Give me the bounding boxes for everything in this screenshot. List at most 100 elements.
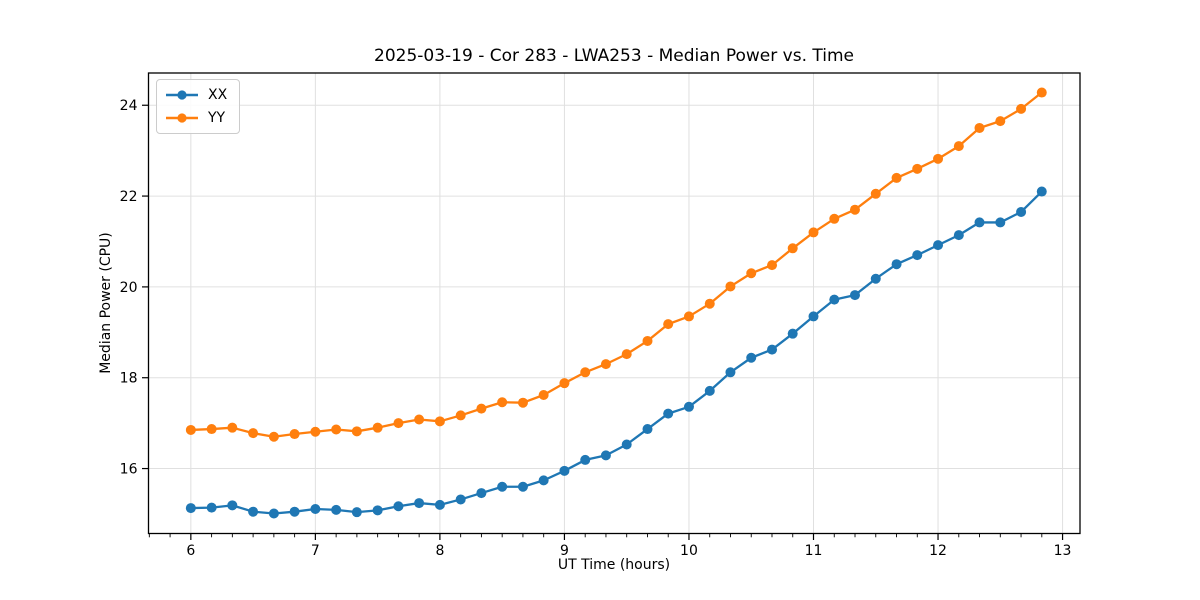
series-yy-point: [870, 188, 881, 199]
axes-spines: [147, 72, 1081, 535]
series-xx-point: [974, 217, 985, 228]
series-yy-point: [580, 367, 591, 378]
series-xx-point: [600, 450, 611, 461]
series-yy-point: [953, 141, 964, 152]
line-marker-icon: [166, 113, 198, 123]
series-yy-point: [351, 426, 362, 437]
x-tick-label: 9: [560, 543, 569, 559]
x-tick-label: 7: [311, 543, 320, 559]
series-xx-point: [767, 344, 778, 355]
series-yy-point: [185, 424, 196, 435]
series-yy-point: [538, 389, 549, 400]
x-tick-label: 6: [186, 543, 195, 559]
x-tick-label: 12: [929, 543, 947, 559]
series-xx-point: [476, 488, 487, 499]
series-yy-point: [704, 298, 715, 309]
series-xx-point: [351, 507, 362, 518]
series-yy-point: [414, 414, 425, 425]
series-yy-point: [600, 359, 611, 370]
series-xx-point: [206, 502, 217, 513]
series-yy-line: [190, 91, 1043, 438]
series-yy-point: [891, 172, 902, 183]
series-xx-point: [663, 408, 674, 419]
y-tick-label: 22: [120, 189, 138, 205]
series-yy-point: [476, 403, 487, 414]
legend-entry-xx: XX: [165, 84, 227, 106]
series-xx-point: [725, 367, 736, 378]
series-yy-point: [683, 311, 694, 322]
series-yy-point: [746, 268, 757, 279]
series-yy-point: [455, 410, 466, 421]
x-tick-label: 10: [680, 543, 698, 559]
series-yy-point: [663, 319, 674, 330]
series-yy-point: [372, 422, 383, 433]
series-yy-point: [829, 213, 840, 224]
series-xx-point: [372, 505, 383, 516]
series-xx-point: [642, 424, 653, 435]
series-xx-point: [268, 508, 279, 519]
series-yy-point: [434, 416, 445, 427]
y-tick-label: 18: [120, 371, 138, 387]
series-xx-point: [995, 217, 1006, 228]
series-yy-point: [767, 260, 778, 271]
series-yy-point: [559, 378, 570, 389]
series-yy-point: [808, 227, 819, 238]
series-xx-point: [787, 328, 798, 339]
series-xx-point: [683, 401, 694, 412]
series-xx-point: [289, 506, 300, 517]
series-yy-point: [725, 281, 736, 292]
series-yy-point: [787, 243, 798, 254]
y-axis-label: Median Power (CPU): [98, 232, 114, 374]
x-tick-label: 8: [435, 543, 444, 559]
legend: XX YY: [156, 79, 241, 134]
series-xx-point: [1036, 186, 1047, 197]
legend-label-yy: YY: [208, 110, 226, 126]
series-xx-point: [933, 240, 944, 251]
series-yy-point: [393, 418, 404, 429]
series-xx-point: [393, 501, 404, 512]
series-xx-point: [185, 503, 196, 514]
series-yy-point: [642, 335, 653, 346]
series-yy-point: [497, 397, 508, 408]
series-yy-point: [517, 397, 528, 408]
series-yy-point: [331, 424, 342, 435]
series-xx-line: [190, 190, 1043, 515]
series-xx-point: [953, 230, 964, 241]
series-xx-point: [497, 481, 508, 492]
x-axis-label: UT Time (hours): [557, 557, 671, 573]
series-yy-point: [849, 204, 860, 215]
series-xx-point: [891, 259, 902, 270]
series-yy-point: [1016, 103, 1027, 114]
series-yy-point: [248, 428, 259, 439]
y-tick-label: 20: [120, 280, 138, 296]
legend-entry-yy: YY: [165, 107, 227, 129]
series-yy-point: [310, 426, 321, 437]
series-xx-point: [414, 498, 425, 509]
series-xx-point: [434, 499, 445, 510]
series-xx-point: [1016, 206, 1027, 217]
series-xx-point: [538, 475, 549, 486]
series-xx-point: [912, 250, 923, 261]
series-yy-point: [227, 422, 238, 433]
series-xx-point: [849, 290, 860, 301]
series-xx-point: [746, 352, 757, 363]
x-tick-label: 11: [805, 543, 823, 559]
x-tick-label: 13: [1054, 543, 1072, 559]
series-xx-point: [227, 500, 238, 511]
series-yy-point: [621, 349, 632, 360]
series-xx-point: [455, 494, 466, 505]
series-xx-point: [621, 439, 632, 450]
series-yy-point: [1036, 87, 1047, 98]
series-xx-point: [580, 454, 591, 465]
chart-title: 2025-03-19 - Cor 283 - LWA253 - Median P…: [374, 46, 854, 66]
series-xx-point: [310, 503, 321, 514]
series-yy-point: [974, 122, 985, 133]
series-xx-point: [829, 294, 840, 305]
line-marker-icon: [166, 90, 198, 100]
series-yy-point: [995, 116, 1006, 127]
series-yy-point: [268, 431, 279, 442]
series-xx-point: [248, 506, 259, 517]
series-xx-point: [808, 311, 819, 322]
